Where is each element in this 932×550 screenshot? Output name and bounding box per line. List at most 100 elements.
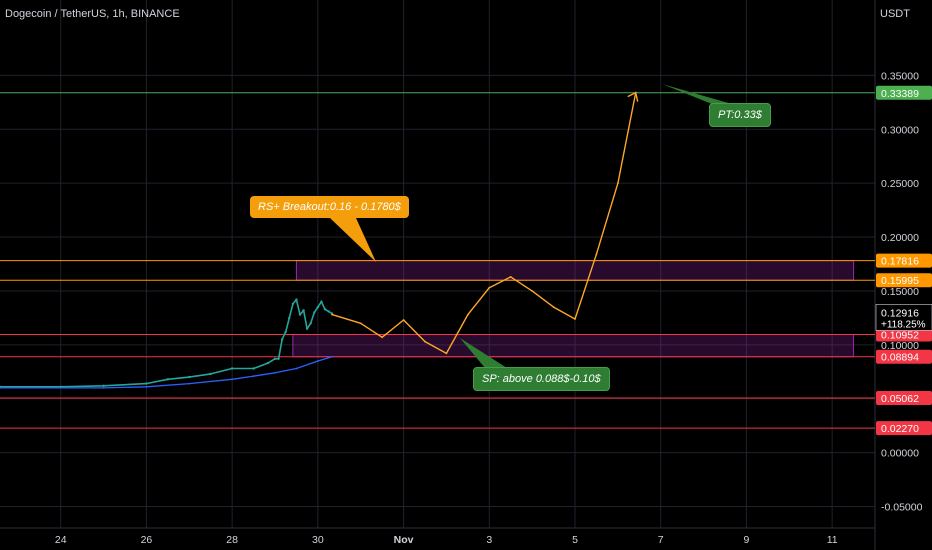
breakout-zone (295, 260, 855, 281)
series-point (327, 310, 330, 313)
level-price-tag (876, 349, 932, 364)
symbol-title: Dogecoin / TetherUS, 1h, BINANCE (5, 8, 180, 20)
projection-arrowhead (627, 91, 639, 102)
series-point (574, 318, 576, 320)
series-point (402, 319, 405, 321)
level-price-tag (876, 253, 932, 268)
series-point (317, 360, 319, 362)
time-tick-label: 26 (141, 534, 153, 546)
series-point (145, 385, 148, 388)
target-callout[interactable]: PT:0.33$ (709, 103, 771, 127)
series-point (467, 313, 469, 316)
series-point (331, 355, 333, 358)
current-price-tag: 0.12916+118.25% (875, 304, 932, 331)
level-price-label: 0.08894 (881, 352, 919, 364)
series-point (280, 338, 284, 341)
series-point (102, 387, 105, 389)
series-point (209, 372, 212, 376)
series-point (552, 306, 555, 308)
stop-callout-pointer (460, 338, 507, 368)
level-price-tag (876, 273, 932, 288)
series-point (284, 330, 287, 334)
support-zone (292, 334, 855, 358)
price-tick-label: 0.35000 (881, 70, 919, 82)
series-point (316, 305, 320, 309)
time-tick-label: Nov (394, 534, 414, 546)
grid-lines (0, 0, 875, 528)
current-price-change: +118.25% (881, 319, 926, 330)
price-tick-label: 0.25000 (881, 178, 919, 190)
price-tick-label: 0.10000 (881, 340, 919, 352)
price-series (0, 91, 639, 389)
series-point (595, 253, 598, 256)
zones (292, 260, 855, 358)
time-tick-label: 24 (55, 534, 67, 546)
callout-pointers (330, 84, 732, 368)
series-point (277, 357, 280, 360)
series-point (102, 384, 105, 387)
series-point (145, 382, 148, 385)
series-point (295, 367, 298, 370)
series-point (488, 286, 491, 289)
series-point (230, 367, 234, 370)
series-point (291, 302, 295, 306)
series-point (266, 361, 270, 365)
current-price-value: 0.12916 (881, 307, 919, 319)
breakout-callout-pointer (330, 218, 376, 262)
series-point (295, 298, 298, 301)
series-point (302, 309, 305, 312)
price-tick-label: 0.20000 (881, 232, 919, 244)
price-tick-label: 0.30000 (881, 124, 919, 136)
price-tick-label: 0.15000 (881, 286, 919, 298)
series-point (424, 340, 426, 343)
time-tick-label: 30 (312, 534, 324, 546)
level-price-label: 0.17816 (881, 256, 919, 268)
series-point (445, 352, 448, 355)
series-point (323, 308, 327, 311)
series-point (617, 182, 619, 185)
series-point (331, 313, 333, 316)
series-point (288, 316, 291, 320)
price-tick-label: -0.05000 (881, 501, 923, 513)
axis-labels: 0.35000 0.30000 0.25000 0.20000 0.15000 0.100… (55, 70, 923, 546)
level-price-tag (876, 421, 932, 436)
time-tick-label: 5 (572, 534, 578, 546)
level-price-label: 0.15995 (881, 275, 919, 287)
series-point (166, 378, 170, 381)
series-point (252, 367, 255, 370)
current-price-box (875, 304, 932, 331)
series-point (509, 276, 512, 278)
level-price-label: 0.02270 (881, 423, 919, 435)
currency-label: USDT (880, 8, 910, 20)
level-price-tag (876, 327, 932, 342)
series-point (305, 327, 309, 330)
series-point (309, 322, 312, 325)
time-tick-label: 11 (827, 534, 838, 546)
horizontal-levels (0, 92, 875, 429)
level-price-tag (876, 391, 932, 406)
time-tick-label: 9 (744, 534, 750, 546)
series-point (313, 311, 316, 314)
time-tick-label: 7 (658, 534, 664, 546)
stop-callout[interactable]: SP: above 0.088$-0.10$ (473, 367, 610, 391)
series-point (381, 336, 383, 339)
breakout-callout[interactable]: RS+ Breakout:0.16 - 0.1780$ (250, 196, 409, 218)
target-callout-pointer (662, 84, 732, 104)
level-price-label: 0.05062 (881, 393, 919, 405)
level-price-label: 0.10952 (881, 330, 919, 342)
series-point (298, 313, 302, 316)
series-point (0, 387, 1, 389)
level-price-label: 0.33389 (881, 88, 919, 100)
series-point (274, 371, 276, 374)
price-tick-label: 0.00000 (881, 448, 919, 460)
moving-average-line (0, 356, 333, 389)
series-point (252, 375, 255, 377)
time-tick-label: 28 (226, 534, 238, 546)
series-point (273, 357, 277, 360)
level-price-tag (876, 85, 932, 100)
series-point (320, 300, 323, 303)
series-point (359, 322, 362, 325)
level-price-labels: 0.33389 0.17816 0.15995 0.10952 0.08894 0.050… (876, 85, 932, 436)
series-point (531, 290, 533, 292)
